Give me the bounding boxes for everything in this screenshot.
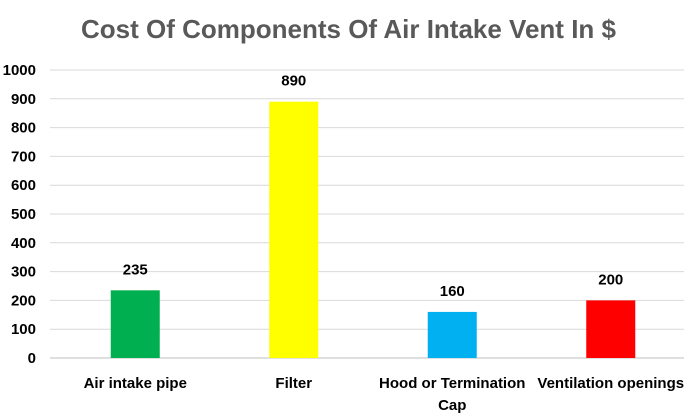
y-tick-label: 400 (11, 235, 36, 252)
data-label: 160 (440, 283, 465, 300)
y-tick-label: 600 (11, 177, 36, 194)
y-tick-label: 800 (11, 120, 36, 137)
y-tick-label: 100 (11, 321, 36, 338)
bar (110, 290, 160, 358)
y-tick-label: 500 (11, 206, 36, 223)
y-tick-label: 900 (11, 91, 36, 108)
chart-title: Cost Of Components Of Air Intake Vent In… (81, 14, 616, 44)
data-label: 200 (598, 271, 623, 288)
bars (110, 101, 636, 359)
y-axis-ticks: 0 100 200 300 400 500 600 700 800 900 1000 (3, 62, 36, 367)
y-tick-label: 700 (11, 148, 36, 165)
y-tick-label: 1000 (3, 62, 36, 79)
x-tick-label: Hood or Termination Cap (379, 375, 525, 414)
y-tick-label: 200 (11, 292, 36, 309)
category-labels: Air intake pipe Filter Hood or Termination… (84, 375, 685, 414)
data-label: 235 (123, 261, 148, 278)
bar (269, 101, 319, 359)
y-tick-label: 300 (11, 264, 36, 281)
data-label: 890 (281, 73, 306, 90)
bar (427, 311, 477, 358)
y-tick-label: 0 (28, 350, 36, 367)
bar (586, 300, 636, 358)
x-tick-label: Ventilation openings (537, 375, 684, 392)
x-tick-label: Filter (275, 375, 312, 392)
x-tick-label: Air intake pipe (84, 375, 187, 392)
data-labels: 235 890 160 200 (123, 73, 624, 300)
